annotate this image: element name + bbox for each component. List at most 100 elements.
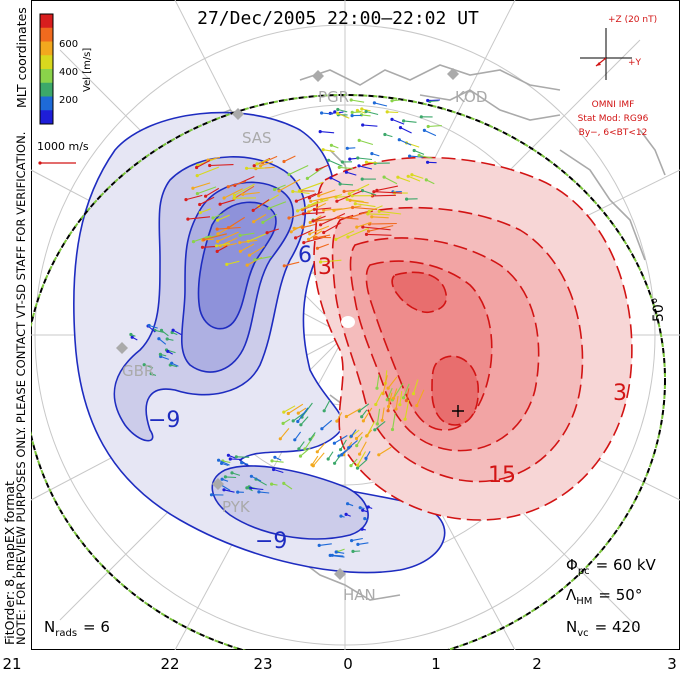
velocity-vector bbox=[278, 178, 301, 192]
vector-origin bbox=[361, 225, 365, 229]
vector-origin bbox=[411, 392, 416, 396]
nrads-symbol: N bbox=[44, 618, 55, 636]
vector-origin bbox=[361, 123, 365, 127]
vector-origin bbox=[311, 464, 315, 468]
vector-origin bbox=[226, 226, 230, 230]
lambda-value: = 50° bbox=[598, 586, 642, 604]
velocity-vector bbox=[337, 108, 348, 113]
velocity-vector bbox=[299, 181, 324, 192]
vector-origin bbox=[147, 323, 151, 328]
vector-origin bbox=[360, 177, 364, 181]
imf-condition: By−, 6<BT<12 bbox=[579, 128, 648, 138]
coords-label: MLT coordinates bbox=[14, 7, 29, 108]
velocity-vector bbox=[314, 207, 332, 211]
vector-origin bbox=[336, 215, 340, 219]
vector-origin bbox=[282, 410, 286, 414]
velocity-vector bbox=[369, 222, 397, 225]
velocity-vector bbox=[381, 407, 385, 421]
vector-origin bbox=[166, 349, 170, 353]
vector-origin bbox=[408, 154, 412, 158]
vector-origin bbox=[398, 126, 403, 130]
station-markers bbox=[116, 68, 459, 580]
velocity-vector bbox=[362, 124, 378, 127]
svg-text:Φpc= 60 kV: Φpc = 60 kV bbox=[566, 556, 657, 577]
vector-origin bbox=[375, 188, 379, 192]
vector-origin bbox=[215, 249, 219, 253]
colorbar-swatch bbox=[40, 27, 53, 42]
velocity-vector bbox=[262, 155, 278, 164]
velocity-vector bbox=[416, 389, 425, 406]
vector-origin bbox=[345, 146, 349, 150]
nvc-value: = 420 bbox=[595, 618, 641, 636]
vector-origin bbox=[257, 490, 261, 494]
vector-origin bbox=[335, 199, 339, 203]
velocity-vector bbox=[386, 387, 393, 400]
vector-origin bbox=[297, 447, 301, 451]
vector-origin bbox=[364, 160, 368, 164]
velocity-vector bbox=[387, 111, 399, 114]
vector-origin bbox=[204, 194, 208, 198]
vector-origin bbox=[215, 227, 219, 231]
lambda-symbol: Λ bbox=[566, 586, 577, 604]
vector-origin bbox=[347, 192, 351, 196]
velocity-vector bbox=[321, 112, 333, 115]
vector-origin bbox=[385, 110, 389, 114]
velocity-vector bbox=[387, 376, 398, 389]
vector-origin bbox=[398, 403, 402, 407]
vector-origin bbox=[220, 461, 224, 465]
vector-origin bbox=[251, 208, 255, 212]
vector-origin bbox=[357, 138, 361, 142]
velocity-vector bbox=[382, 375, 388, 394]
velocity-vector bbox=[328, 159, 343, 167]
vector-origin bbox=[366, 505, 370, 509]
velocity-vector bbox=[346, 171, 357, 176]
velocity-vector bbox=[347, 227, 370, 238]
vector-origin bbox=[360, 415, 364, 419]
vector-origin bbox=[360, 107, 364, 111]
mlt-tick-22: 22 bbox=[160, 655, 180, 673]
velocity-vector bbox=[279, 428, 290, 440]
velocity-vector bbox=[395, 396, 399, 410]
vector-origin bbox=[241, 192, 245, 196]
vector-origin bbox=[308, 232, 312, 236]
vector-origin bbox=[170, 361, 174, 365]
velocity-vector bbox=[337, 112, 350, 119]
vector-origin bbox=[158, 352, 162, 356]
colorbar-ticks: 600 400 200 bbox=[59, 39, 78, 106]
vector-origin bbox=[351, 549, 355, 554]
vector-origin bbox=[252, 220, 256, 224]
velocity-vector bbox=[412, 379, 419, 394]
vector-origin bbox=[217, 458, 221, 462]
velocity-vector bbox=[283, 155, 296, 162]
velocity-vector bbox=[256, 158, 270, 165]
velocity-vector bbox=[216, 242, 231, 247]
vector-origin bbox=[348, 157, 352, 161]
velocity-vector bbox=[330, 554, 345, 558]
velocity-vector bbox=[209, 164, 234, 167]
vector-origin bbox=[350, 114, 354, 118]
vector-origin bbox=[272, 187, 277, 192]
velocity-vector bbox=[212, 212, 224, 219]
velocity-vector bbox=[303, 212, 325, 215]
vector-origin bbox=[358, 506, 362, 510]
velocity-vector bbox=[292, 190, 310, 194]
vector-origin bbox=[315, 246, 319, 250]
colorbar-tick-200: 200 bbox=[59, 95, 78, 106]
velocity-vector bbox=[202, 245, 218, 248]
vector-origin bbox=[273, 455, 277, 459]
velocity-vector bbox=[309, 225, 330, 235]
velocity-vector bbox=[316, 442, 326, 453]
vector-origin bbox=[360, 527, 364, 531]
velocity-vector bbox=[304, 434, 316, 450]
velocity-vector bbox=[309, 191, 323, 199]
vector-origin bbox=[383, 132, 387, 137]
velocity-vectors bbox=[129, 98, 442, 558]
velocity-vector bbox=[376, 408, 381, 424]
velocity-vector bbox=[374, 102, 388, 107]
station-sas: SAS bbox=[242, 129, 272, 147]
velocity-vector bbox=[314, 234, 331, 239]
vector-origin bbox=[214, 244, 219, 248]
vector-origin bbox=[390, 117, 394, 121]
vector-origin bbox=[349, 434, 353, 438]
velocity-vector bbox=[376, 185, 399, 191]
